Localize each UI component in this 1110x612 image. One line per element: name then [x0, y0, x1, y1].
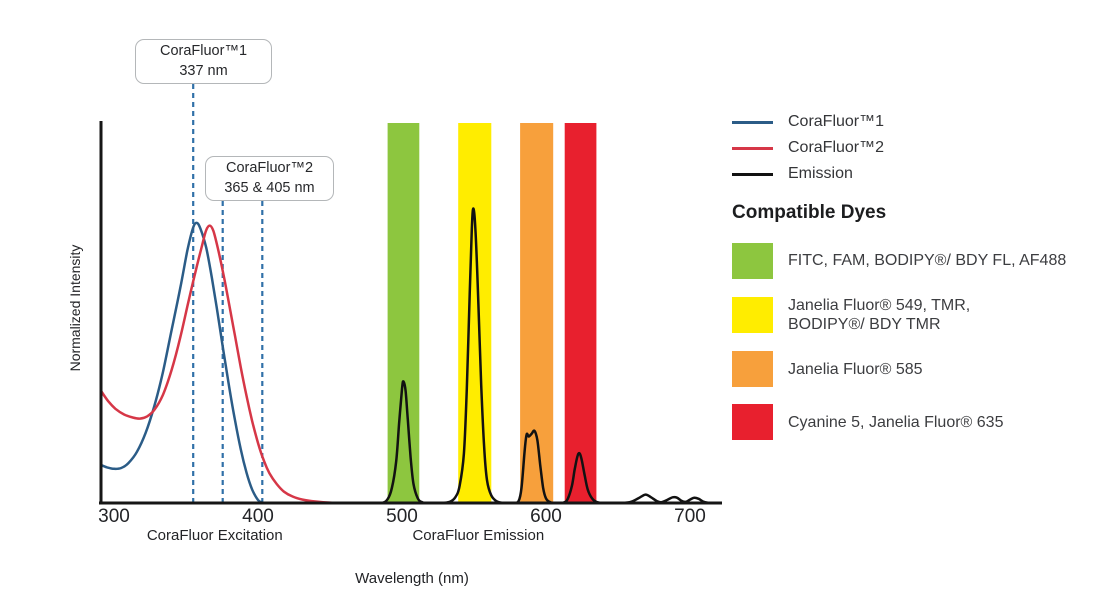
x-tick-label: 300: [98, 506, 130, 527]
dye-row-green: FITC, FAM, BODIPY®/ BDY FL, AF488: [732, 243, 1104, 279]
x-axis-sublabel-1: CoraFluor Excitation: [147, 527, 283, 544]
filter-band-1: [387, 123, 420, 503]
compatible-dyes-list: FITC, FAM, BODIPY®/ BDY FL, AF488 Janeli…: [732, 243, 1104, 441]
x-tick-label: 400: [242, 506, 274, 527]
legend-item-label: Emission: [788, 165, 853, 182]
dye-color-swatch: [732, 243, 773, 279]
x-axis-sublabel-2: CoraFluor Emission: [412, 527, 544, 544]
legend-item-corafluor2: CoraFluor™2: [732, 136, 1104, 160]
annotation-line: CoraFluor™2: [225, 160, 314, 177]
x-tick-label: 600: [530, 506, 562, 527]
filter-band-4: [564, 123, 597, 503]
annotation-line: 365 & 405 nm: [224, 179, 315, 196]
legend-item-label: CoraFluor™2: [788, 139, 885, 156]
dye-label: Janelia Fluor® 585: [788, 360, 923, 378]
annotation-line: CoraFluor™1: [159, 43, 248, 60]
compatible-dyes-heading: Compatible Dyes: [732, 202, 887, 223]
dye-label: Cyanine 5, Janelia Fluor® 635: [788, 413, 1004, 431]
legend-line-swatch: [732, 120, 773, 124]
legend-item-emission: Emission: [732, 162, 1104, 186]
x-tick-label: 500: [386, 506, 418, 527]
legend-line-swatch: [732, 146, 773, 150]
legend-item-corafluor1: CoraFluor™1: [732, 110, 1104, 134]
dye-row-red: Cyanine 5, Janelia Fluor® 635: [732, 404, 1104, 441]
legend-panel: CoraFluor™1 CoraFluor™2 Emission Compati…: [732, 110, 1104, 441]
dye-label: Janelia Fluor® 549, TMR, BODIPY®/ BDY TM…: [788, 297, 971, 334]
dye-color-swatch: [732, 351, 773, 388]
x-axis-title: Wavelength (nm): [355, 570, 469, 587]
spectra-chart: 300 400 500 600 700 CoraFluor Excitation CoraF…: [67, 84, 722, 587]
curve-corafluor-1: [99, 221, 268, 505]
annotation-line: 337 nm: [179, 62, 228, 79]
dye-color-swatch: [732, 404, 773, 441]
dye-row-orange: Janelia Fluor® 585: [732, 351, 1104, 388]
y-axis-title: Normalized Intensity: [67, 245, 83, 372]
dye-row-yellow: Janelia Fluor® 549, TMR, BODIPY®/ BDY TM…: [732, 296, 1104, 334]
x-tick-label: 700: [674, 506, 706, 527]
curve-corafluor-2: [99, 224, 349, 505]
dye-label: FITC, FAM, BODIPY®/ BDY FL, AF488: [788, 252, 1067, 270]
legend-line-swatch: [732, 172, 773, 176]
annotation-corafluor1-excitation-max: CoraFluor™1 337 nm: [135, 39, 272, 84]
annotation-corafluor2-excitation-max: CoraFluor™2 365 & 405 nm: [205, 156, 334, 201]
series-legend: CoraFluor™1 CoraFluor™2 Emission: [732, 110, 1104, 186]
legend-item-label: CoraFluor™1: [788, 113, 885, 130]
dye-color-swatch: [732, 297, 773, 334]
